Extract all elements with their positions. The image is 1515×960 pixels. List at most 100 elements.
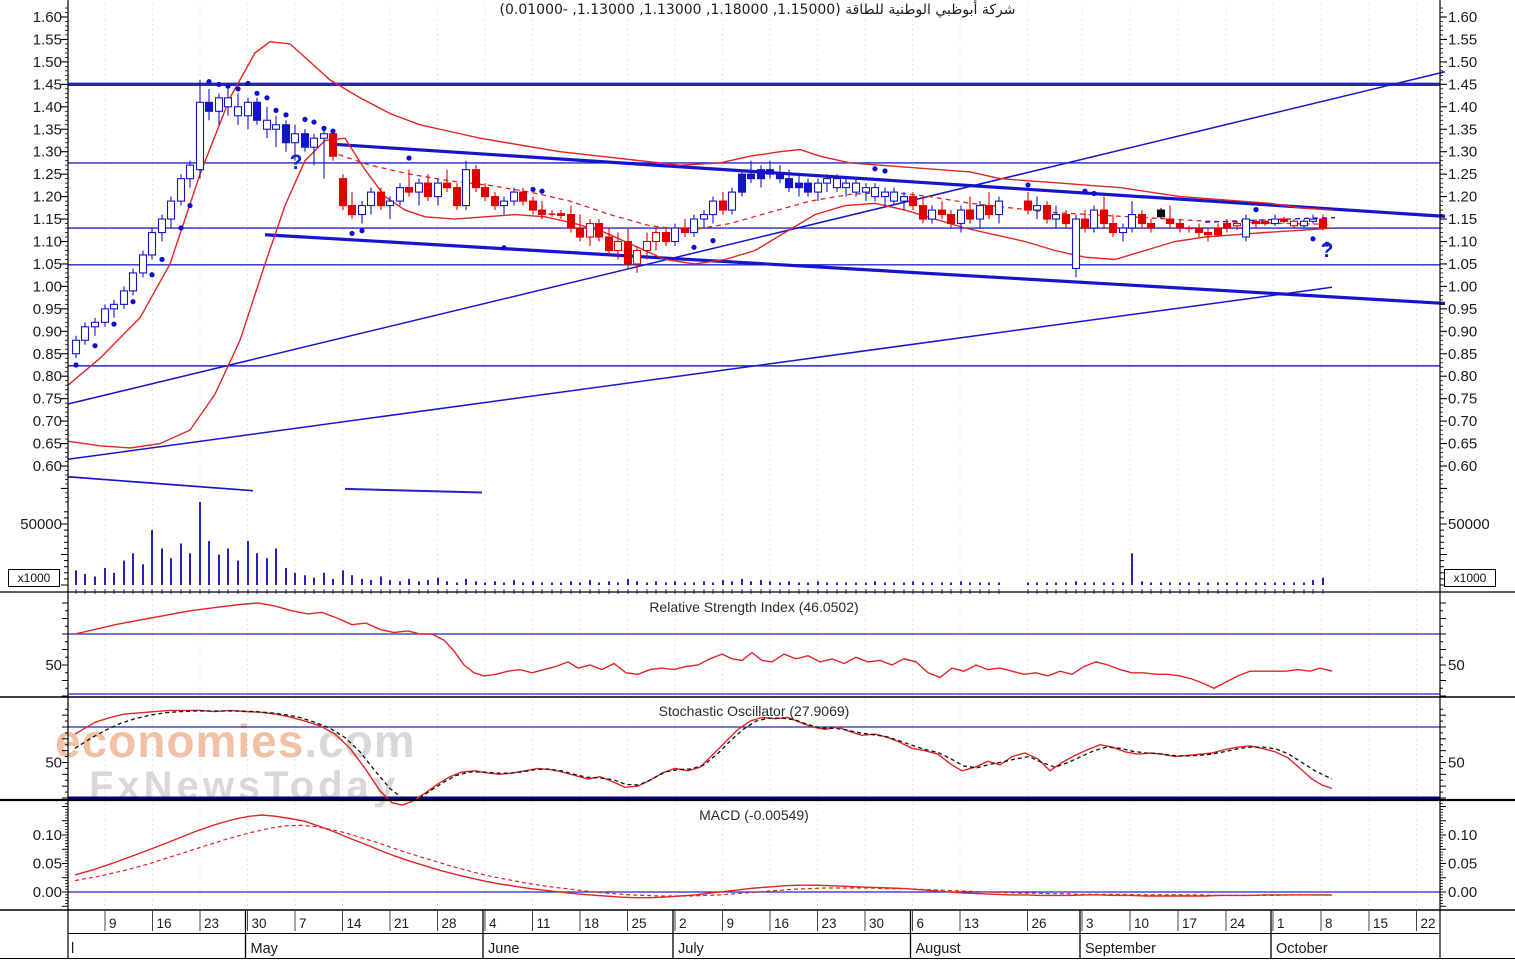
- partial-month-label: l: [71, 941, 74, 957]
- volume-axis-label-right: 50000: [1448, 516, 1490, 533]
- trendline: [67, 475, 254, 492]
- month-label: August: [916, 941, 961, 957]
- candle-body: [927, 209, 937, 220]
- sar-dot: [302, 116, 308, 122]
- candle-body: [1165, 218, 1175, 225]
- price-axis-label-right: 1.30: [1448, 144, 1477, 161]
- macd-axis-label-right: 0.05: [1448, 856, 1477, 873]
- candle-body: [262, 119, 272, 130]
- candle-body: [908, 196, 918, 207]
- week-label: 15: [1373, 916, 1388, 931]
- candle-body: [1194, 227, 1204, 234]
- sar-dot: [1082, 188, 1088, 194]
- sar-dot: [1310, 236, 1316, 242]
- question-mark-annotation: ?: [1321, 239, 1334, 262]
- macd-axis-label-right: 0.00: [1448, 884, 1477, 901]
- candle-body: [1127, 214, 1137, 229]
- candle-body: [100, 308, 110, 323]
- candle-body: [1289, 220, 1299, 227]
- price-axis-label-right: 1.60: [1448, 9, 1477, 26]
- candle-body: [357, 205, 367, 216]
- candle-body: [366, 191, 376, 207]
- candle-body: [661, 231, 671, 243]
- sar-dot: [1324, 241, 1330, 247]
- price-axis-label-left: 0.85: [33, 346, 62, 363]
- candle-body: [994, 200, 1004, 216]
- price-axis-label-left: 1.20: [33, 189, 62, 206]
- candle-body: [822, 178, 832, 184]
- week-label: 28: [442, 916, 457, 931]
- week-label: 23: [204, 916, 219, 931]
- candle-body: [214, 97, 224, 112]
- candle-body: [965, 209, 975, 220]
- candle-body: [442, 182, 452, 189]
- week-label: 21: [394, 916, 409, 931]
- price-axis-label-left: 1.35: [33, 121, 62, 138]
- sar-dot: [691, 244, 697, 250]
- week-label: 3: [1086, 916, 1094, 931]
- candle-body: [861, 187, 871, 193]
- sar-dot: [273, 107, 279, 113]
- sar-dot: [149, 272, 155, 278]
- candle-body: [832, 178, 842, 189]
- sar-dot: [235, 86, 241, 92]
- price-axis-label-right: 1.45: [1448, 76, 1477, 93]
- candle-body: [138, 254, 148, 274]
- candle-body: [1089, 209, 1099, 229]
- candle-body: [708, 200, 718, 216]
- candle-body: [271, 124, 281, 130]
- candle-body: [1042, 205, 1052, 220]
- candle-body: [1099, 209, 1109, 225]
- price-axis-label-left: 0.95: [33, 301, 62, 318]
- week-label: 24: [1230, 916, 1246, 931]
- stoch-k-line: [74, 709, 1333, 806]
- week-label: 26: [1032, 916, 1047, 931]
- trendline: [264, 233, 1446, 306]
- price-axis-label-right: 1.25: [1448, 166, 1477, 183]
- price-axis-label-left: 0.70: [33, 413, 62, 430]
- candle-body: [803, 182, 813, 193]
- candle-body: [480, 187, 490, 198]
- stoch-axis-label-right: 50: [1448, 754, 1465, 771]
- candle-body: [90, 321, 100, 328]
- candle-body: [756, 169, 766, 180]
- candle-body: [889, 191, 899, 202]
- candle-body: [727, 191, 737, 211]
- sar-dot: [359, 228, 365, 234]
- candle-body: [347, 205, 357, 216]
- candle-body: [328, 133, 338, 157]
- candle-body: [71, 339, 81, 355]
- sar-dot: [216, 81, 222, 87]
- price-axis-label-right: 0.65: [1448, 436, 1477, 453]
- price-axis-label-right: 0.95: [1448, 301, 1477, 318]
- candle-body: [984, 205, 994, 216]
- candle-body: [252, 101, 262, 121]
- sar-dot: [178, 225, 184, 231]
- candle-body: [1270, 218, 1280, 225]
- rsi-axis-label-right: 50: [1448, 657, 1465, 674]
- price-axis-label-left: 1.40: [33, 99, 62, 116]
- sar-dot: [245, 80, 251, 87]
- price-axis-label-left: 0.80: [33, 368, 62, 385]
- candle-body: [1080, 218, 1090, 229]
- week-label: 6: [917, 916, 925, 931]
- trendline: [67, 71, 1446, 405]
- candle-body: [689, 218, 699, 234]
- candle-body: [680, 227, 690, 234]
- candle-body: [80, 326, 90, 341]
- rsi-axis-label-left: 50: [45, 657, 62, 674]
- candle-body: [746, 173, 756, 180]
- volume-unit-label-right: x1000: [1444, 569, 1496, 587]
- candle-body: [575, 227, 585, 238]
- candle-body: [1279, 218, 1289, 222]
- price-axis-label-right: 0.60: [1448, 458, 1477, 475]
- price-axis-label-left: 0.60: [33, 458, 62, 475]
- price-axis-label-right: 1.15: [1448, 211, 1477, 228]
- candle-body: [452, 187, 462, 207]
- month-label: October: [1276, 941, 1328, 957]
- candle-body: [1061, 214, 1071, 225]
- sar-dot: [254, 90, 260, 96]
- candle-body: [1213, 227, 1223, 236]
- macd-axis-label-left: 0.10: [33, 827, 62, 844]
